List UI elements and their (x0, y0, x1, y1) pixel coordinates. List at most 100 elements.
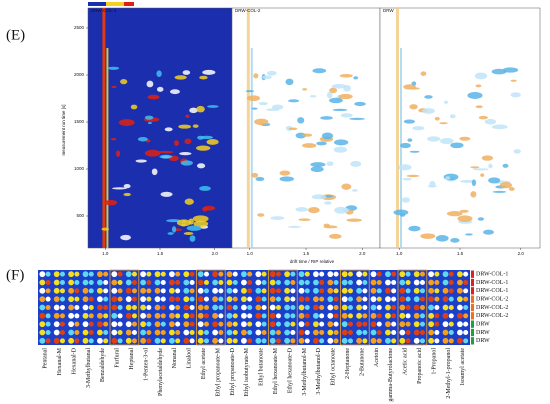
fingerprint-spot (189, 330, 195, 335)
fingerprint-spot (284, 321, 291, 328)
fingerprint-spot (232, 338, 238, 344)
signal-spot (206, 139, 219, 145)
fingerprint-spot (111, 296, 118, 303)
fingerprint-spot (319, 321, 325, 327)
fingerprint-spot (189, 321, 195, 327)
fingerprint-spot (376, 313, 382, 319)
fingerprint-spot (82, 329, 89, 336)
fingerprint-spot (212, 321, 219, 328)
signal-spot (180, 160, 193, 166)
signal-spot (288, 99, 300, 103)
rip-streak (400, 48, 402, 248)
fingerprint-spot (197, 287, 204, 294)
signal-spot (403, 119, 416, 124)
fingerprint-spot (413, 312, 420, 319)
fingerprint-spot (175, 330, 181, 335)
fingerprint-spot (241, 279, 247, 286)
row-label: DRW (476, 338, 490, 344)
signal-spot (403, 84, 416, 90)
signal-spot (459, 179, 475, 183)
signal-spot (183, 232, 194, 235)
signal-spot (406, 174, 420, 178)
fingerprint-spot (356, 279, 363, 286)
plot-background (379, 7, 541, 249)
fingerprint-spot (356, 329, 363, 336)
fingerprint-spot (284, 312, 291, 319)
y-tick-label: 2000 (74, 72, 85, 77)
fingerprint-spot (189, 305, 195, 310)
fingerprint-spot (434, 280, 440, 285)
signal-spot (107, 66, 120, 70)
x-tick-label: 1.5 (303, 251, 310, 256)
fingerprint-spot (88, 305, 94, 310)
fingerprint-spot (261, 321, 267, 327)
fingerprint-spot (82, 312, 89, 319)
compound-label: Linalool (187, 348, 193, 369)
fingerprint-spot (146, 288, 152, 294)
compound-label: Ethyl propanoate-M (215, 347, 221, 396)
fingerprint-spot (103, 330, 109, 335)
signal-spot (151, 168, 158, 176)
row-marker (471, 278, 474, 287)
fingerprint-spot (255, 312, 262, 319)
fingerprint-spot (457, 337, 463, 344)
fingerprint-spot (226, 337, 233, 344)
fingerprint-spot (290, 313, 296, 319)
signal-spot (323, 225, 338, 229)
fingerprint-spot (212, 312, 219, 319)
row-label: DRW-COL-1 (476, 280, 508, 286)
compound-label: 3-Methylbutanol-M (302, 347, 308, 395)
fingerprint-spot (39, 279, 46, 286)
fingerprint-spot (97, 304, 103, 311)
fingerprint-spot (347, 296, 353, 302)
fingerprint-spot (362, 271, 368, 277)
fingerprint-spot (385, 287, 391, 294)
fingerprint-spot (140, 321, 147, 328)
fingerprint-spot (434, 330, 440, 335)
plot-background (231, 7, 381, 249)
fingerprint-spot (140, 312, 147, 319)
signal-spot (409, 104, 418, 110)
signal-spot (331, 84, 347, 89)
signal-spot (449, 114, 456, 119)
fingerprint-spot (442, 312, 449, 319)
fingerprint-spot (290, 321, 296, 327)
fingerprint-spot (68, 321, 75, 328)
fingerprint-spot (197, 321, 204, 328)
signal-spot (271, 104, 284, 110)
compound-label: Hexanal-M (57, 347, 63, 375)
signal-spot (192, 124, 199, 128)
signal-spot (196, 145, 211, 151)
rip-streak (106, 48, 109, 248)
fingerprint-spot (428, 312, 435, 319)
fingerprint-spot (169, 337, 175, 344)
fingerprint-spot (117, 271, 123, 277)
signal-spot (422, 108, 435, 114)
fingerprint-spot (347, 330, 353, 335)
compound-label: Benzaldehyde (100, 348, 106, 382)
compound-label: Ethyl octanoate (331, 348, 337, 386)
fingerprint-spot (399, 271, 406, 278)
signal-spot (174, 140, 179, 147)
fingerprint-spot (183, 296, 190, 303)
fingerprint-spot (457, 271, 463, 278)
fingerprint-spot (53, 279, 60, 286)
fingerprint-spot (226, 312, 233, 319)
fingerprint-spot (255, 296, 262, 303)
fingerprint-spot (59, 288, 65, 294)
fingerprint-spot (154, 337, 161, 344)
signal-spot (144, 149, 161, 157)
fingerprint-spot (241, 287, 247, 294)
row-marker (471, 270, 474, 278)
fingerprint-spot (434, 288, 440, 294)
compound-label: Furfural (114, 348, 121, 368)
signal-spot (302, 88, 308, 91)
fingerprint-spot (111, 329, 118, 336)
row-marker (471, 303, 474, 312)
fingerprint-spot (298, 321, 305, 328)
signal-spot (309, 94, 317, 98)
fingerprint-spot (103, 296, 109, 302)
fingerprint-spot (362, 338, 368, 344)
fingerprint-spot (442, 321, 449, 328)
fingerprint-spot (327, 329, 334, 336)
